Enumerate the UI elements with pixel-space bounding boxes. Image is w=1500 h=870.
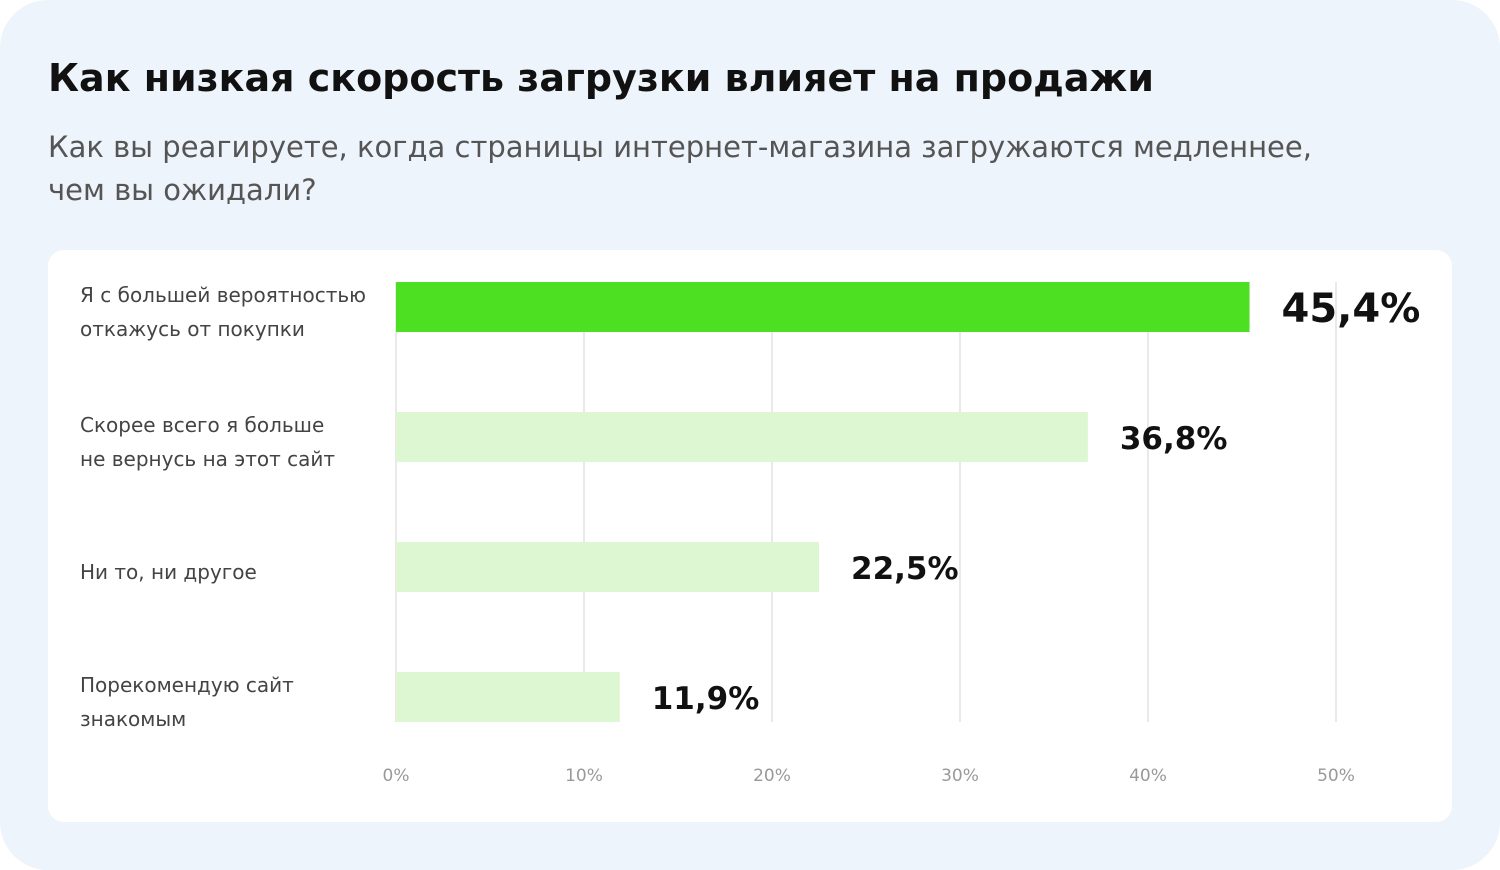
x-tick-label: 30%	[941, 766, 979, 786]
bar	[396, 412, 1088, 462]
x-tick-label: 10%	[565, 766, 603, 786]
bar	[396, 542, 819, 592]
category-label: Я с большей вероятностью откажусь от пок…	[80, 283, 366, 341]
x-tick-label: 40%	[1129, 766, 1167, 786]
category-label: Ни то, ни другое	[80, 560, 257, 584]
value-label: 36,8%	[1119, 421, 1228, 457]
x-tick-label: 0%	[382, 766, 410, 786]
chart-title: Как низкая скорость загрузки влияет на п…	[48, 56, 1154, 100]
chart-subtitle: Как вы реагируете, когда страницы интерн…	[48, 130, 1312, 207]
value-label: 45,4%	[1281, 286, 1421, 332]
category-label: Порекомендую сайт знакомым	[80, 673, 294, 731]
x-tick-label: 50%	[1317, 766, 1355, 786]
category-label: Скорее всего я больше не вернусь на этот…	[80, 413, 336, 471]
value-label: 11,9%	[651, 681, 760, 717]
chart-card	[48, 250, 1452, 822]
bar	[396, 282, 1250, 332]
x-tick-label: 20%	[753, 766, 791, 786]
value-label: 22,5%	[851, 551, 959, 587]
bar	[396, 672, 620, 722]
